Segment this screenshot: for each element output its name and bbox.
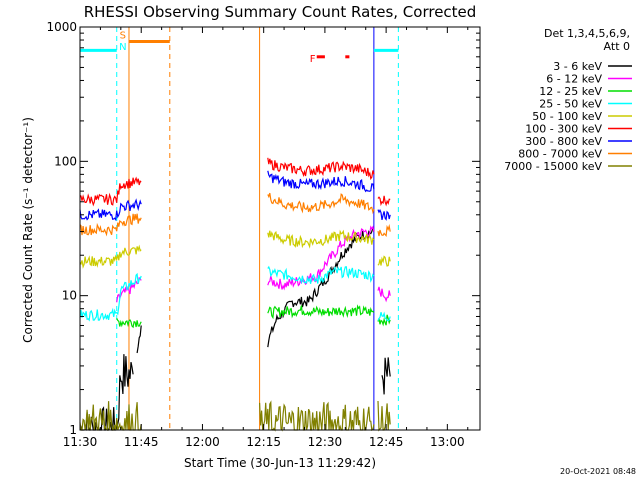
series-line-0-3 bbox=[381, 357, 391, 395]
chart-title: RHESSI Observing Summary Count Rates, Co… bbox=[84, 3, 477, 21]
legend-label-7: 800 - 7000 keV bbox=[518, 148, 602, 161]
series-line-4-1 bbox=[267, 229, 375, 249]
x-tick-label-1: 11:45 bbox=[124, 435, 159, 449]
legend-label-3: 25 - 50 keV bbox=[539, 98, 602, 111]
flag-label-f: F bbox=[310, 54, 316, 65]
series-line-6-2 bbox=[377, 208, 391, 221]
series-line-8-1 bbox=[259, 400, 375, 432]
legend-label-6: 300 - 800 keV bbox=[525, 135, 602, 148]
series-line-3-1 bbox=[267, 265, 375, 285]
legend-label-1: 6 - 12 keV bbox=[546, 73, 602, 86]
series-line-3-2 bbox=[377, 311, 391, 322]
y-axis-label: Corrected Count Rate (s⁻¹ detector⁻¹) bbox=[21, 117, 35, 343]
x-tick-label-2: 12:00 bbox=[185, 435, 220, 449]
series-line-2-0 bbox=[116, 318, 142, 329]
series-line-5-0 bbox=[79, 176, 142, 207]
x-tick-label-5: 12:45 bbox=[369, 435, 404, 449]
series-line-1-0 bbox=[116, 276, 142, 303]
series-line-7-1 bbox=[267, 192, 375, 215]
series-line-1-2 bbox=[377, 286, 391, 303]
series-line-2-1 bbox=[267, 304, 375, 320]
x-tick-label-0: 11:30 bbox=[63, 435, 98, 449]
y-tick-label-0: 1 bbox=[69, 423, 77, 437]
series-line-8-2 bbox=[377, 400, 391, 432]
legend-label-5: 100 - 300 keV bbox=[525, 123, 602, 136]
x-axis-label: Start Time (30-Jun-13 11:29:42) bbox=[184, 456, 376, 470]
legend-label-8: 7000 - 15000 keV bbox=[504, 160, 602, 173]
series-line-7-2 bbox=[377, 223, 391, 237]
series-line-0-1 bbox=[136, 325, 142, 354]
detector-info-line2: Att 0 bbox=[604, 40, 630, 53]
series-line-6-0 bbox=[79, 198, 142, 222]
series-line-4-0 bbox=[79, 244, 142, 269]
plot-frame bbox=[79, 26, 481, 431]
y-tick-label-3: 1000 bbox=[46, 20, 77, 34]
series-line-7-0 bbox=[79, 213, 142, 237]
detector-info-line1: Det 1,3,4,5,6,9, bbox=[544, 27, 630, 40]
timestamp: 20-Oct-2021 08:48 bbox=[560, 467, 636, 476]
legend-label-4: 50 - 100 keV bbox=[532, 110, 602, 123]
legend-label-0: 3 - 6 keV bbox=[553, 60, 602, 73]
plot-area: SN F bbox=[79, 27, 399, 432]
series-line-4-2 bbox=[377, 255, 391, 267]
series-line-3-0 bbox=[79, 272, 142, 322]
y-tick-label-1: 10 bbox=[62, 289, 77, 303]
series-line-2-2 bbox=[377, 314, 391, 327]
legend-label-2: 12 - 25 keV bbox=[539, 85, 602, 98]
series-line-5-1 bbox=[267, 157, 375, 181]
x-tick-label-3: 12:15 bbox=[246, 435, 281, 449]
y-tick-label-2: 100 bbox=[54, 154, 77, 168]
x-tick-label-6: 13:00 bbox=[430, 435, 465, 449]
x-tick-label-4: 12:30 bbox=[308, 435, 343, 449]
series-line-5-2 bbox=[377, 195, 391, 207]
flag-label-n: N bbox=[119, 42, 126, 53]
flag-label-s: S bbox=[120, 30, 126, 41]
series-line-6-1 bbox=[267, 170, 375, 193]
